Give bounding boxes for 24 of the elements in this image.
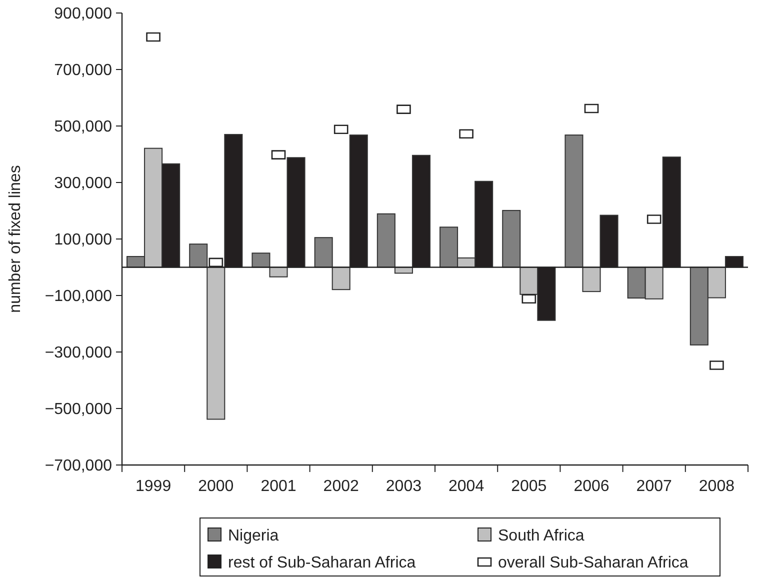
legend-label: South Africa [498, 528, 584, 545]
y-tick-label: 100,000 [54, 232, 112, 249]
legend-label: rest of Sub-Saharan Africa [228, 554, 416, 572]
x-tick-label: 2001 [260, 478, 296, 495]
legend-label: overall Sub-Saharan Africa [498, 554, 688, 572]
x-tick-label: 2006 [574, 478, 610, 495]
x-tick-label: 1999 [136, 478, 172, 495]
y-tick-label: 700,000 [54, 62, 112, 80]
x-tick-label: 2007 [636, 478, 672, 495]
legend-label: Nigeria [228, 528, 279, 545]
y-tick-label: 500,000 [54, 118, 112, 136]
x-tick-label: 2002 [323, 478, 359, 495]
y-tick-label: −500,000 [44, 401, 112, 418]
y-tick-label: −100,000 [44, 288, 112, 306]
y-tick-label: 300,000 [54, 175, 112, 192]
x-tick-label: 2003 [386, 478, 422, 495]
y-axis-title: number of fixed lines [7, 165, 24, 313]
x-tick-label: 2008 [698, 478, 735, 495]
x-tick-label: 2004 [448, 478, 484, 495]
y-tick-label: −300,000 [44, 344, 112, 362]
x-tick-label: 2005 [511, 478, 547, 495]
y-tick-label: 900,000 [54, 6, 112, 23]
y-tick-label: −700,000 [44, 458, 112, 475]
x-tick-label: 2000 [198, 478, 234, 495]
